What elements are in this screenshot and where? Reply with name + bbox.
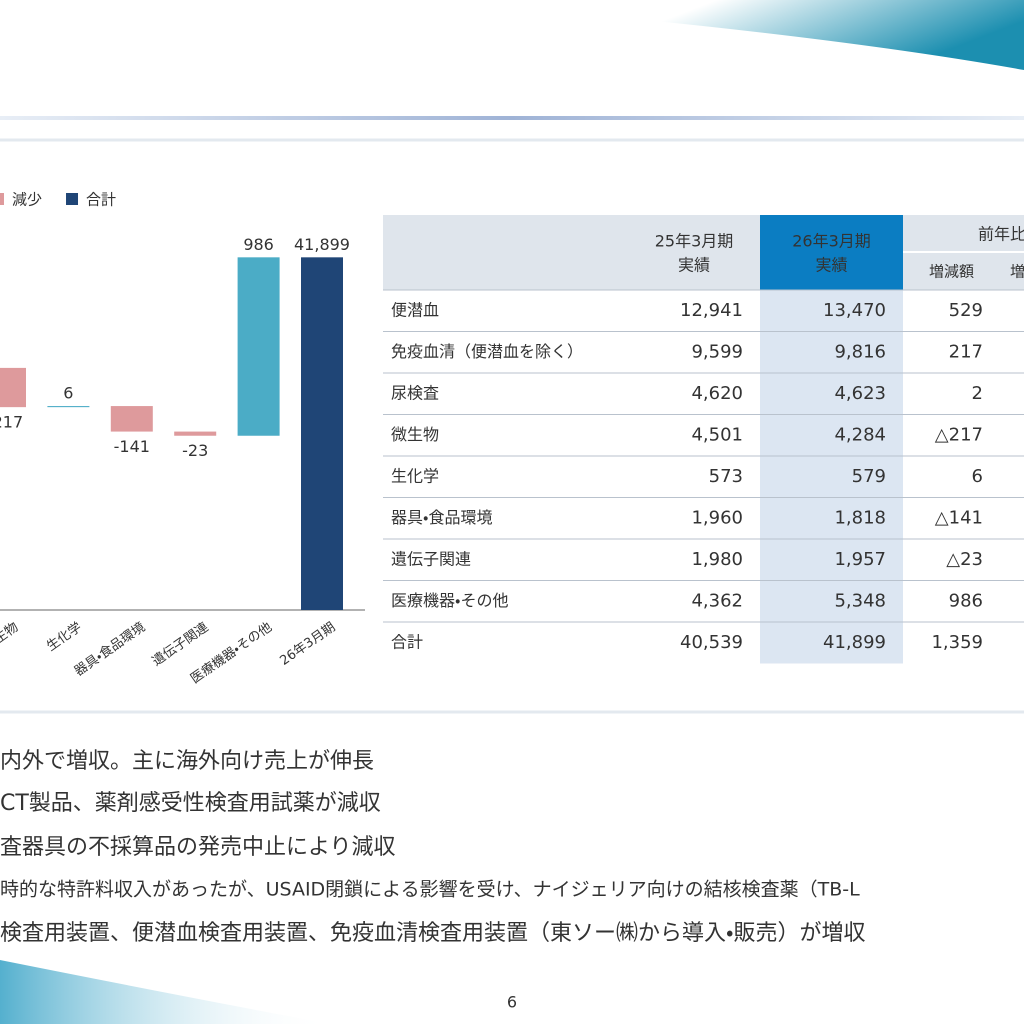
- cell-label: 医療機器・その他: [391, 591, 508, 610]
- legend-swatch: [66, 193, 79, 205]
- cell-number: 2: [972, 383, 983, 404]
- cell-number: 41,899: [823, 632, 886, 653]
- cell-number: △217: [935, 424, 983, 445]
- cell-number: 40,539: [680, 632, 743, 653]
- bar: [110, 406, 153, 432]
- note-line: 検査用装置、便潜血検査用装置、免疫血清検査用装置（東ソー㈱から導入・販売）が増収: [0, 921, 865, 946]
- sub-header: 増減率: [1010, 263, 1024, 281]
- cell-number: 529: [949, 300, 983, 321]
- note-line: 査器具の不採算品の発売中止により減収: [0, 835, 396, 860]
- cell-number: 1,957: [834, 549, 886, 570]
- value-label: 986: [243, 235, 274, 254]
- cell-number: 9,816: [834, 341, 886, 362]
- value-label: 41,899: [294, 235, 350, 254]
- group-header: 前年比: [978, 225, 1024, 244]
- value-label: -23: [182, 441, 208, 460]
- value-label: -141: [114, 437, 150, 456]
- highlight-header: [760, 215, 903, 290]
- bottom-decoration: [0, 960, 330, 1024]
- legend-label: 減少: [12, 191, 42, 209]
- cell-label: 免疫血清（便潜血を除く）: [391, 342, 583, 361]
- cell-number: 1,980: [691, 549, 743, 570]
- col-header: 25年3月期: [655, 232, 734, 251]
- col-header: 26年3月期: [792, 232, 871, 251]
- bar: [301, 257, 343, 610]
- value-label: -217: [0, 413, 23, 432]
- bar: [47, 406, 90, 408]
- cell-label: 器具・食品環境: [391, 508, 492, 527]
- cell-number: 4,284: [834, 424, 886, 445]
- cell-label: 生化学: [391, 466, 439, 485]
- note-line: 時的な特許料収入があったが、USAID閉鎖による影響を受け、ナイジェリア向けの結…: [0, 879, 860, 901]
- notes: 内外で増収。主に海外向け売上が伸長 CT製品、薬剤感受性検査用試薬が減収査器具の不…: [0, 749, 865, 946]
- header-rule: [0, 116, 1024, 120]
- bar: [0, 367, 26, 408]
- top-decoration: [420, 0, 1024, 70]
- cell-number: 4,623: [834, 383, 886, 404]
- bar: [174, 431, 217, 436]
- cell-number: 1,818: [834, 507, 886, 528]
- cell-number: 13,470: [823, 300, 886, 321]
- cell-number: 217: [949, 341, 983, 362]
- sub-header: 増減額: [929, 263, 974, 281]
- cell-number: 579: [852, 466, 886, 487]
- cell-number: 1,359: [931, 632, 983, 653]
- col-header: 実績: [815, 256, 847, 275]
- cell-label: 便潜血: [391, 300, 439, 319]
- highlight-col: [760, 290, 903, 664]
- bar: [237, 257, 280, 436]
- cell-number: 5,348: [834, 590, 886, 611]
- page-number: 6: [507, 993, 517, 1012]
- cell-number: 986: [949, 590, 983, 611]
- note-line: 内外で増収。主に海外向け売上が伸長: [0, 749, 374, 774]
- cell-label: 微生物: [391, 425, 439, 444]
- table: 25年3月期実績26年3月期実績前年比増減額増減率便潜血12,94113,470…: [383, 215, 1024, 664]
- cell-number: 4,620: [691, 383, 743, 404]
- cell-number: △141: [935, 507, 983, 528]
- cell-number: 6: [972, 466, 983, 487]
- cell-number: △23: [946, 549, 983, 570]
- cell-number: 573: [709, 466, 743, 487]
- cell-label: 遺伝子関連: [391, 549, 471, 568]
- cell-label: 尿検査: [391, 383, 439, 402]
- cell-number: 4,501: [691, 424, 743, 445]
- cell-number: 4,362: [691, 590, 743, 611]
- cell-label: 合計: [391, 632, 423, 651]
- value-label: 6: [63, 384, 73, 403]
- cell-number: 1,960: [691, 507, 743, 528]
- col-header: 実績: [678, 256, 710, 275]
- legend-swatch: [0, 193, 4, 205]
- cell-number: 12,941: [680, 300, 743, 321]
- cell-number: 9,599: [691, 341, 743, 362]
- note-line: CT製品、薬剤感受性検査用試薬が減収: [0, 791, 381, 816]
- legend-label: 合計: [86, 191, 116, 209]
